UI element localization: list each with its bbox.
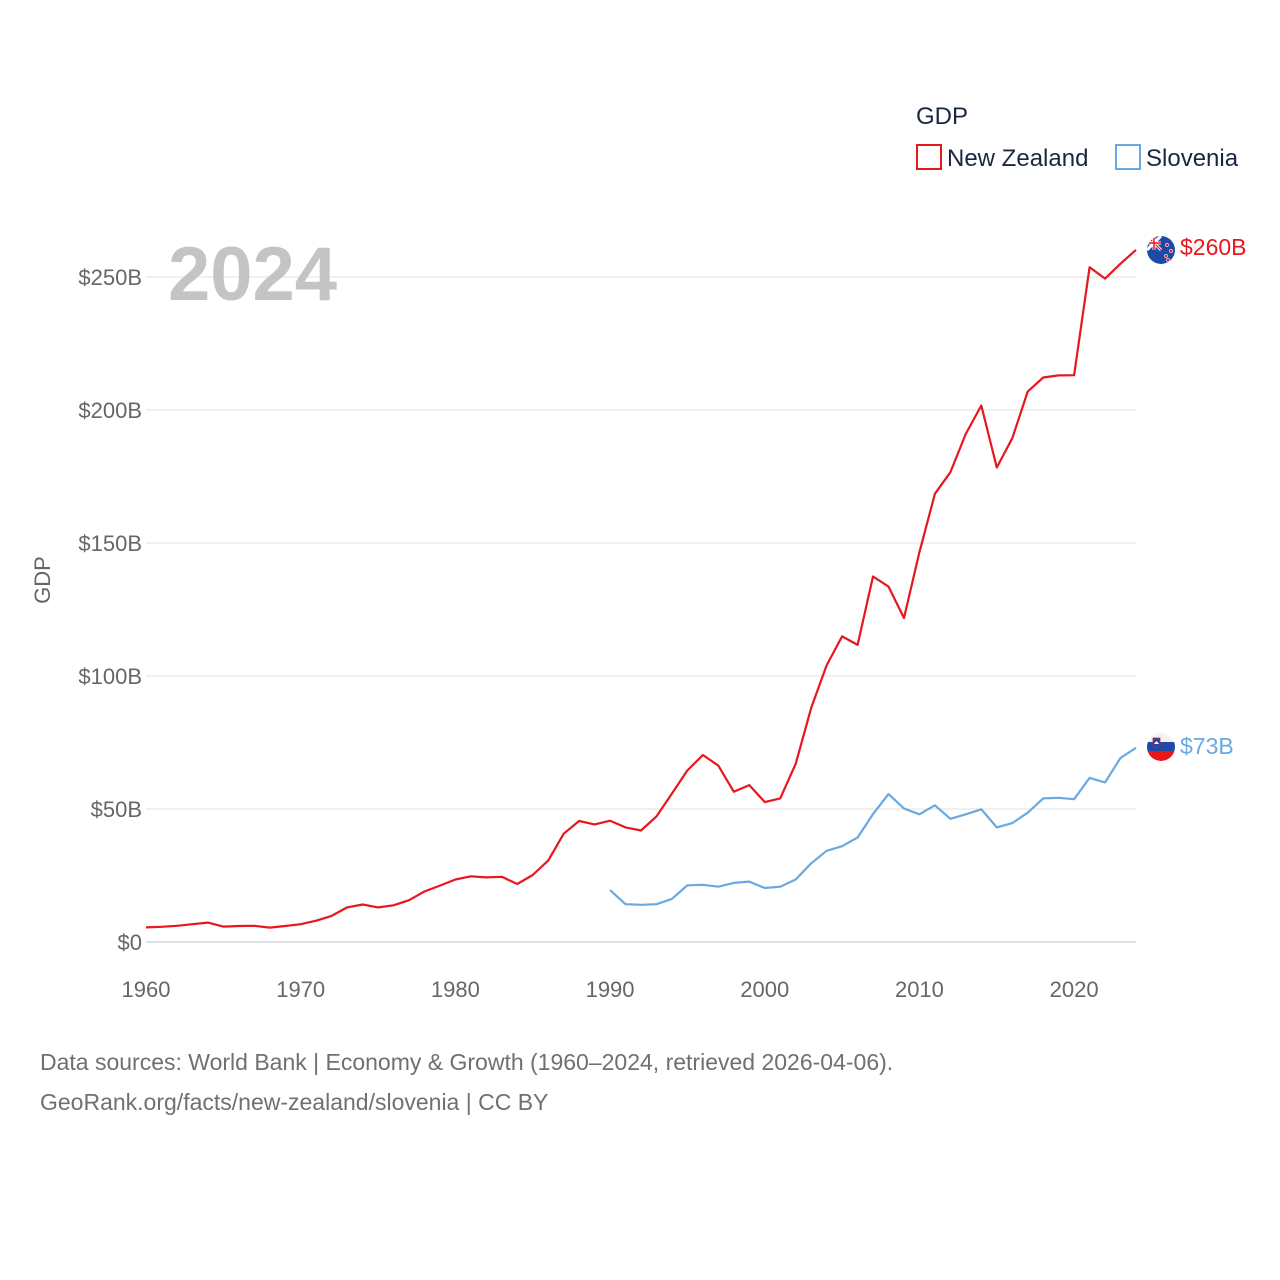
x-tick-label: 1980 (431, 977, 480, 1002)
footer-attribution: GeoRank.org/facts/new-zealand/slovenia |… (40, 1089, 549, 1115)
grid-lines (146, 276, 1136, 943)
series-line-slovenia (609, 746, 1137, 906)
legend-item-slovenia[interactable]: Slovenia (1115, 144, 1239, 172)
legend-item-new-zealand[interactable]: New Zealand (916, 144, 1088, 172)
series-lines (145, 249, 1137, 929)
y-axis-label: GDP (30, 556, 55, 604)
y-tick-label: $50B (91, 797, 142, 822)
year-label: 2024 (168, 232, 337, 317)
x-tick-label: 1970 (276, 977, 325, 1002)
legend-title: GDP (916, 103, 968, 130)
y-tick-label: $200B (78, 398, 142, 423)
x-axis-ticks: 1960 1970 1980 1990 2000 2010 2020 (122, 977, 1099, 1002)
x-tick-label: 1960 (122, 977, 171, 1002)
legend-swatch-new-zealand (916, 144, 942, 170)
y-axis-ticks: $0 $50B $100B $150B $200B $250B (78, 265, 142, 955)
slovenia-flag-icon (1147, 733, 1175, 761)
x-tick-label: 2020 (1050, 977, 1099, 1002)
y-tick-label: $150B (78, 531, 142, 556)
x-tick-label: 2000 (740, 977, 789, 1002)
new-zealand-flag-icon (1147, 236, 1175, 264)
footer-sources: Data sources: World Bank | Economy & Gro… (40, 1049, 894, 1075)
end-label-new-zealand: $260B (1180, 234, 1247, 260)
x-tick-label: 2010 (895, 977, 944, 1002)
y-tick-label: $100B (78, 664, 142, 689)
series-line-new-zealand (145, 249, 1137, 929)
legend-label-new-zealand: New Zealand (947, 145, 1088, 172)
legend-label-slovenia: Slovenia (1146, 145, 1239, 172)
x-tick-label: 1990 (586, 977, 635, 1002)
y-tick-label: $250B (78, 265, 142, 290)
legend-swatch-slovenia (1115, 144, 1141, 170)
footer: Data sources: World Bank | Economy & Gro… (40, 1042, 893, 1122)
legend: GDP New Zealand Slovenia (916, 103, 1239, 172)
end-label-slovenia: $73B (1180, 733, 1234, 759)
y-tick-label: $0 (118, 930, 142, 955)
